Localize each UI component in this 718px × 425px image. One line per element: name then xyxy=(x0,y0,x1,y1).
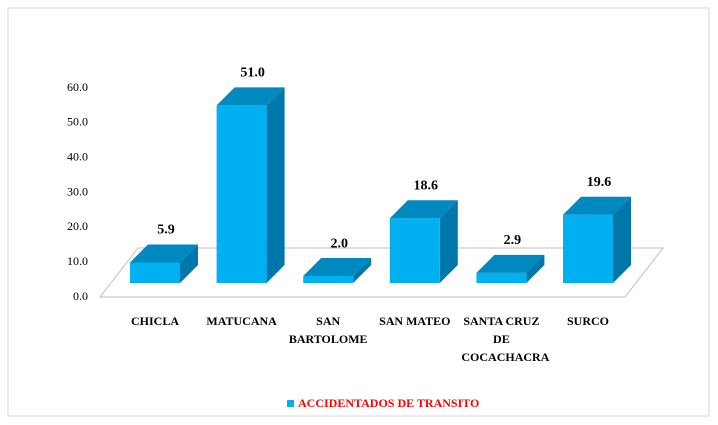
bar-side xyxy=(180,244,198,283)
bar-front xyxy=(216,105,267,283)
bar-top xyxy=(216,87,285,106)
bar-front xyxy=(563,214,613,283)
bar-front xyxy=(303,276,354,283)
x-tick-label: SAN MATEO xyxy=(379,314,451,328)
bar xyxy=(303,258,372,283)
data-label: 18.6 xyxy=(414,178,439,193)
x-tick-label: SANTA CRUZ DE COCACHACRA xyxy=(461,314,550,364)
legend-label: ACCIDENTADOS DE TRANSITO xyxy=(298,396,479,410)
x-tick-label: MATUCANA xyxy=(206,314,277,328)
bar-side xyxy=(613,196,631,283)
data-label: 2.0 xyxy=(330,236,348,251)
data-label: 51.0 xyxy=(240,66,265,81)
y-tick-label: 60.0 xyxy=(67,80,88,94)
bar-top xyxy=(303,258,372,277)
bar-front xyxy=(476,272,527,283)
legend-swatch xyxy=(287,400,294,407)
bar-side xyxy=(439,200,458,283)
bar xyxy=(563,196,631,283)
y-tick-label: 20.0 xyxy=(67,219,88,233)
bar xyxy=(216,87,285,283)
data-label: 5.9 xyxy=(157,223,175,238)
bar-top xyxy=(563,196,631,215)
bar-side xyxy=(266,87,285,283)
x-tick-label: SURCO xyxy=(566,314,609,328)
bar xyxy=(389,200,458,283)
bar-top xyxy=(476,254,545,273)
bar-front xyxy=(389,218,440,283)
x-tick-label: CHICLA xyxy=(130,314,179,328)
bar xyxy=(130,244,198,283)
bar-side xyxy=(526,254,545,283)
bar xyxy=(476,254,545,283)
bar-side xyxy=(353,258,372,283)
data-label: 2.9 xyxy=(504,233,522,248)
y-tick-label: 10.0 xyxy=(67,254,88,268)
y-tick-label: 30.0 xyxy=(67,184,88,198)
x-tick-label: SAN BARTOLOME xyxy=(288,314,368,346)
bar-top xyxy=(389,200,458,219)
y-tick-label: 40.0 xyxy=(67,149,88,163)
bar-front xyxy=(130,262,180,283)
data-label: 19.6 xyxy=(587,175,612,190)
y-tick-label: 50.0 xyxy=(67,115,88,129)
y-tick-label: 0.0 xyxy=(73,289,88,303)
bar-top xyxy=(130,244,198,263)
